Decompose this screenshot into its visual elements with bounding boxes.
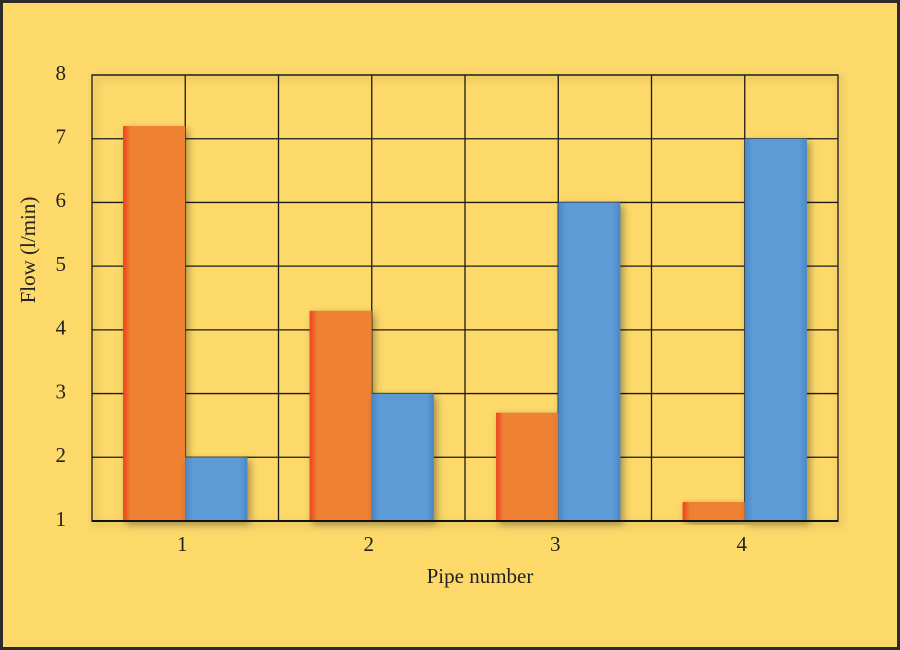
y-tick-label: 4 <box>56 316 67 340</box>
x-tick-label: 2 <box>364 532 375 556</box>
x-tick-label: 3 <box>550 532 561 556</box>
bar <box>682 501 745 521</box>
y-tick-label: 8 <box>56 61 67 85</box>
y-tick-label: 7 <box>56 125 67 149</box>
bar <box>558 202 621 521</box>
x-tick-label: 4 <box>737 532 748 556</box>
bar <box>496 412 559 521</box>
y-tick-label: 2 <box>56 443 67 467</box>
bar <box>185 457 248 521</box>
x-tick-label: 1 <box>177 532 188 556</box>
bar <box>744 138 807 521</box>
y-axis-label: Flow (l/min) <box>16 197 40 304</box>
y-tick-label: 6 <box>56 188 67 212</box>
y-tick-label: 3 <box>56 379 67 403</box>
bar <box>309 310 372 521</box>
y-tick-label: 1 <box>56 507 67 531</box>
bar <box>123 125 186 521</box>
bar <box>371 393 434 521</box>
y-tick-label: 5 <box>56 252 67 276</box>
x-axis-label: Pipe number <box>427 564 534 588</box>
